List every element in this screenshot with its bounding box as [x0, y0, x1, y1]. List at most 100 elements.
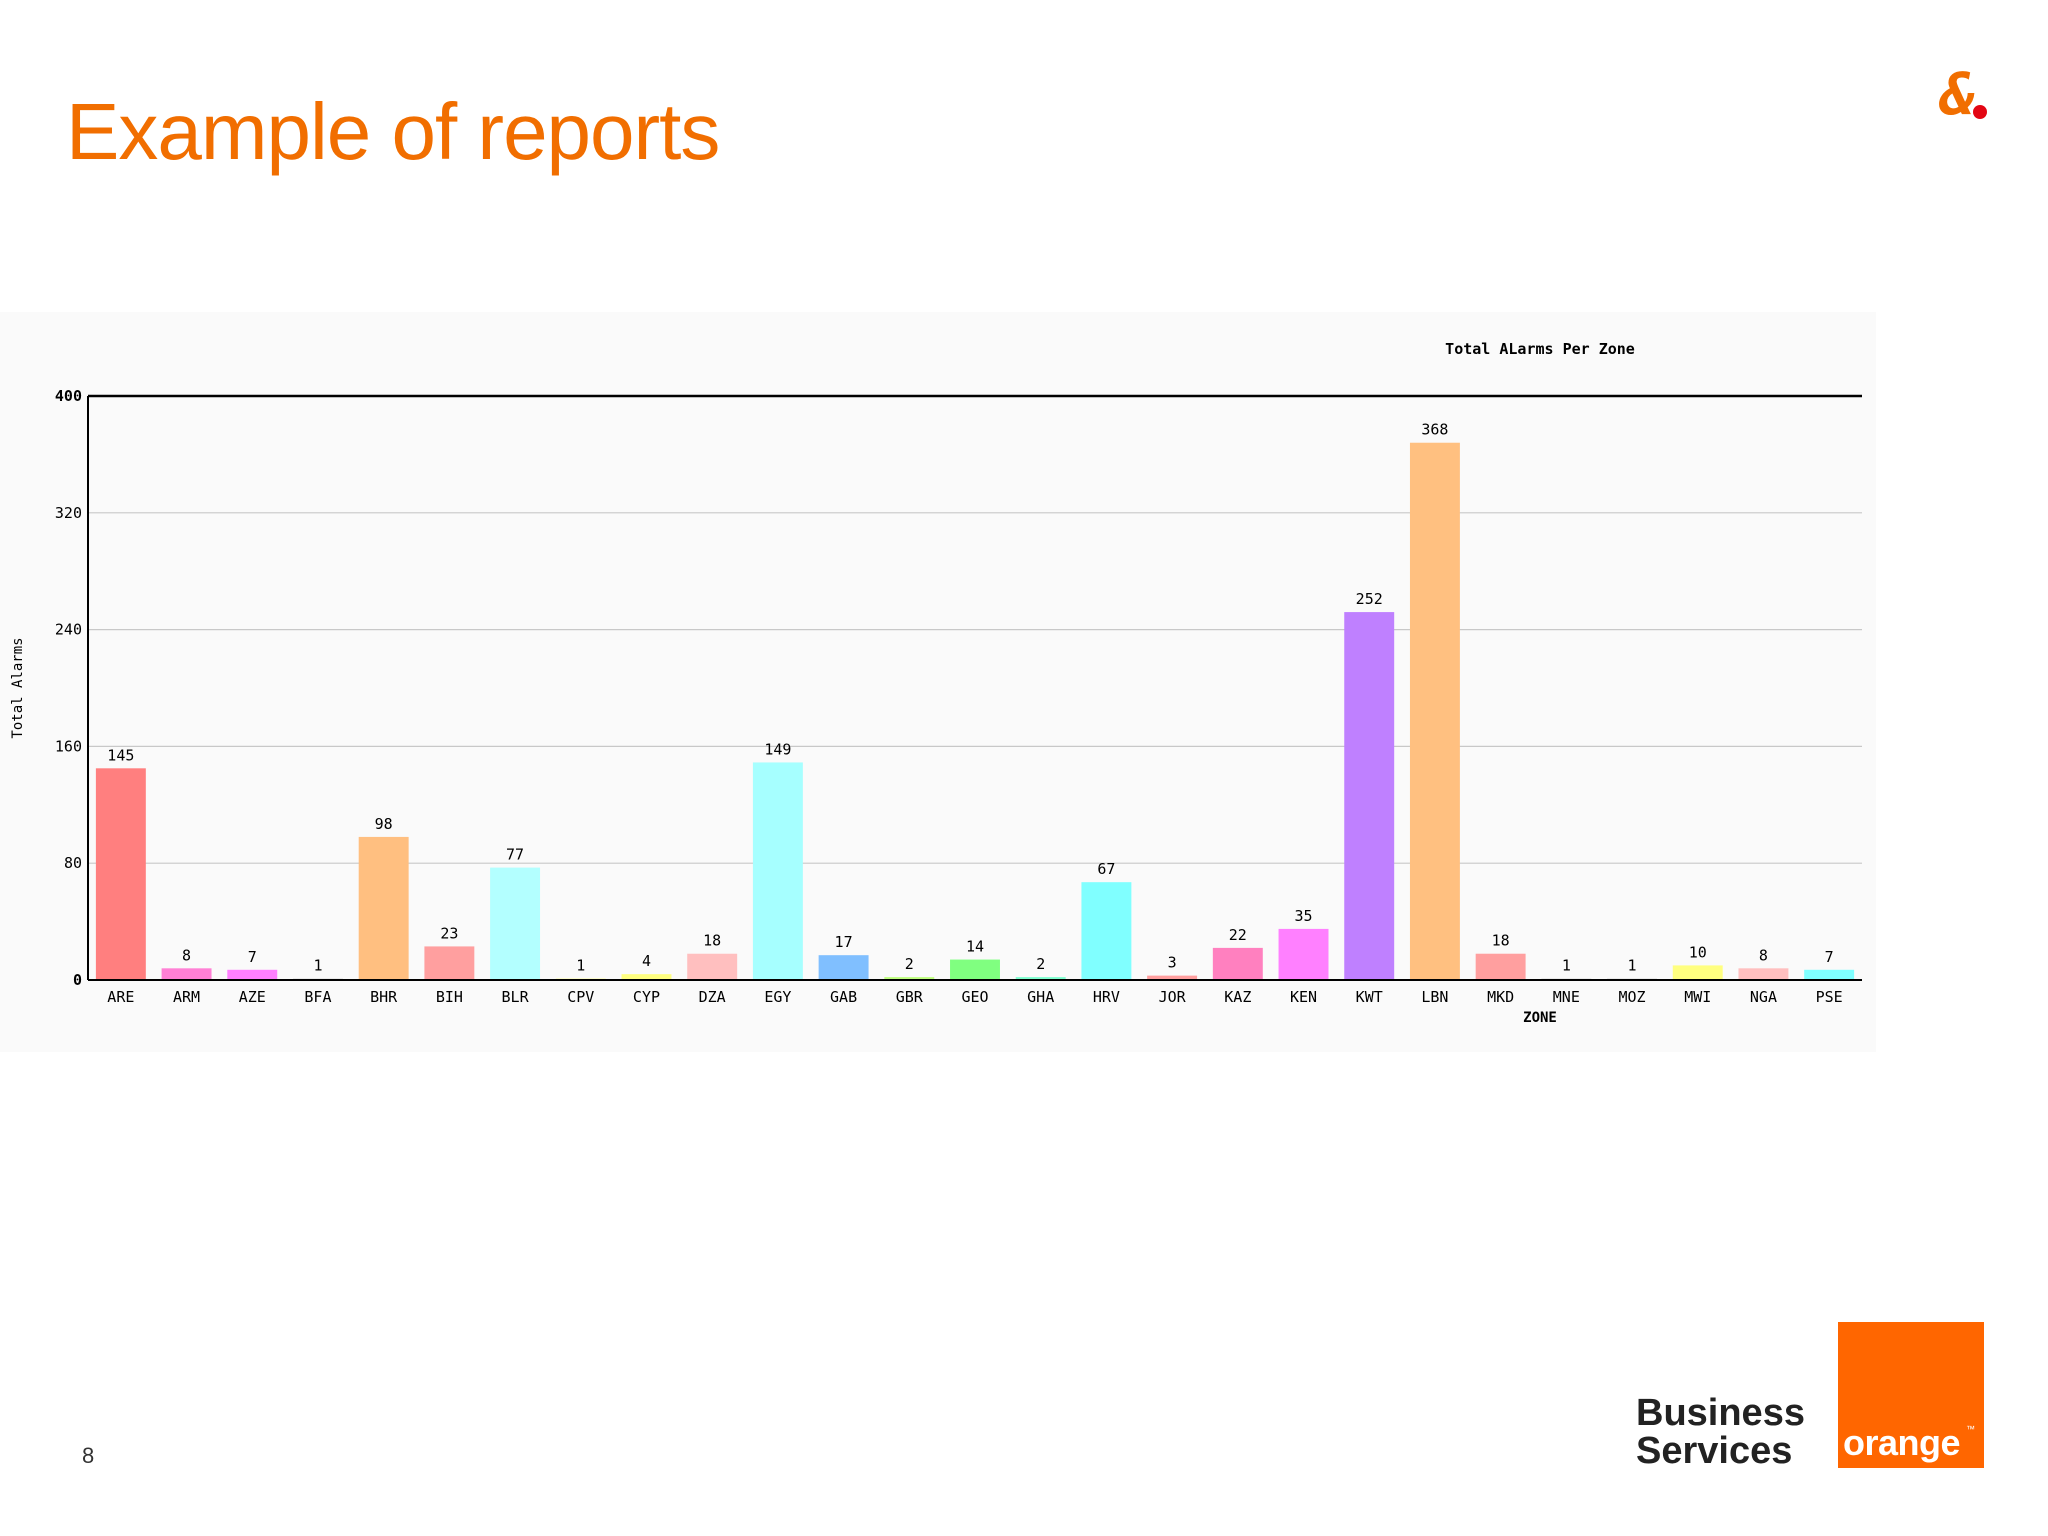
bar-blr: [490, 867, 541, 980]
bar-pse: [1804, 969, 1855, 980]
y-tick-label: 0: [73, 971, 82, 989]
y-tick-label: 320: [55, 504, 82, 522]
data-label: 18: [703, 932, 721, 950]
x-tick-label: CPV: [567, 988, 594, 1006]
x-tick-label: KAZ: [1224, 988, 1251, 1006]
y-tick-label: 240: [55, 621, 82, 639]
x-tick-label: NGA: [1750, 988, 1777, 1006]
x-tick-label: EGY: [764, 988, 791, 1006]
data-label: 1: [1628, 957, 1637, 975]
slide-title: Example of reports: [66, 87, 720, 176]
data-label: 8: [1759, 946, 1768, 964]
x-tick-label: KWT: [1356, 988, 1383, 1006]
x-tick-label: JOR: [1159, 988, 1187, 1006]
bar-kaz: [1212, 947, 1263, 980]
data-label: 145: [107, 746, 134, 764]
x-tick-label: ARM: [173, 988, 200, 1006]
bar-gha: [1015, 977, 1066, 980]
data-label: 77: [506, 846, 524, 864]
logo-line-1: Business: [1636, 1392, 1805, 1434]
x-tick-label: PSE: [1816, 988, 1843, 1006]
data-label: 4: [642, 952, 651, 970]
data-label: 2: [1036, 955, 1045, 973]
bar-chart: 0 80 160 240 320 400 ARE ARM AZE BFA BHR BIH BLR CPV…: [10, 340, 1862, 1026]
x-tick-label: AZE: [239, 988, 266, 1006]
bar-kwt: [1344, 612, 1395, 980]
data-label: 2: [905, 955, 914, 973]
bar-arm: [161, 968, 212, 980]
x-tick-label: LBN: [1421, 988, 1448, 1006]
chart-panel: [0, 312, 1876, 1052]
data-label: 368: [1421, 421, 1448, 439]
data-label: 7: [1825, 948, 1834, 966]
bar-lbn: [1409, 442, 1460, 981]
data-label: 67: [1097, 860, 1115, 878]
bar-aze: [227, 969, 278, 980]
bar-egy: [752, 762, 803, 980]
data-label: 8: [182, 946, 191, 964]
bar-bhr: [358, 836, 409, 980]
x-tick-label: ARE: [107, 988, 134, 1006]
x-tick-label: BFA: [304, 988, 331, 1006]
axes: [87, 394, 1862, 981]
y-tick-labels: 0 80 160 240 320 400: [55, 387, 82, 989]
grid-lines: [88, 512, 1862, 864]
chart-title: Total ALarms Per Zone: [1445, 340, 1635, 358]
bar-nga: [1738, 968, 1789, 980]
svg-text:&: &: [1939, 62, 1975, 126]
bar-geo: [950, 959, 1000, 980]
x-tick-label: HRV: [1093, 988, 1120, 1006]
data-label: 14: [966, 938, 984, 956]
bar-ken: [1278, 928, 1329, 980]
x-tick-label: CYP: [633, 988, 660, 1006]
x-tick-label: MNE: [1553, 988, 1580, 1006]
x-tick-label: MWI: [1684, 988, 1711, 1006]
data-label: 7: [248, 948, 257, 966]
bar-gbr: [884, 977, 935, 980]
data-label: 98: [375, 815, 393, 833]
y-axis-title: Total Alarms: [10, 637, 26, 738]
logo-line-2: Services: [1636, 1430, 1793, 1472]
x-tick-label: MKD: [1487, 988, 1514, 1006]
bar-hrv: [1081, 882, 1132, 980]
x-tick-label: GAB: [830, 988, 857, 1006]
bar-are: [95, 768, 146, 980]
x-tick-label: DZA: [699, 988, 726, 1006]
x-tick-label: MOZ: [1618, 988, 1645, 1006]
bar-dza: [687, 953, 738, 980]
bar-mwi: [1672, 965, 1723, 980]
y-tick-label: 160: [55, 737, 82, 755]
orange-logo-text: orange: [1843, 1422, 1961, 1463]
bars: [95, 442, 1855, 981]
x-axis-title: ZONE: [1523, 1010, 1557, 1026]
business-services-logo: Business Services: [1636, 1394, 1805, 1470]
data-label: 149: [764, 740, 791, 758]
data-label: 35: [1294, 907, 1312, 925]
data-label: 23: [440, 924, 458, 942]
page-number: 8: [82, 1443, 95, 1468]
orange-ampersand-icon: &: [1939, 62, 1987, 126]
x-tick-label: GHA: [1027, 988, 1054, 1006]
orange-logo-square: [1838, 1322, 1984, 1468]
data-label: 18: [1492, 932, 1510, 950]
bar-cyp: [621, 974, 672, 980]
x-tick-label: BLR: [502, 988, 530, 1006]
bar-jor: [1147, 975, 1198, 980]
x-tick-label: BHR: [370, 988, 398, 1006]
data-label: 1: [576, 957, 585, 975]
data-label: 3: [1168, 954, 1177, 972]
bar-bih: [424, 946, 475, 980]
data-label: 22: [1229, 926, 1247, 944]
y-tick-label: 80: [64, 854, 82, 872]
trademark-mark: ™: [1966, 1424, 1975, 1434]
data-label: 1: [313, 957, 322, 975]
y-tick-label: 400: [55, 387, 82, 405]
data-label: 17: [835, 933, 853, 951]
x-tick-label: KEN: [1290, 988, 1317, 1006]
data-label: 1: [1562, 957, 1571, 975]
bar-mkd: [1475, 953, 1526, 980]
x-tick-labels: ARE ARM AZE BFA BHR BIH BLR CPV CYP DZA EGY GAB GBR G…: [107, 988, 1842, 1006]
x-tick-label: BIH: [436, 988, 463, 1006]
bar-gab: [818, 955, 869, 980]
